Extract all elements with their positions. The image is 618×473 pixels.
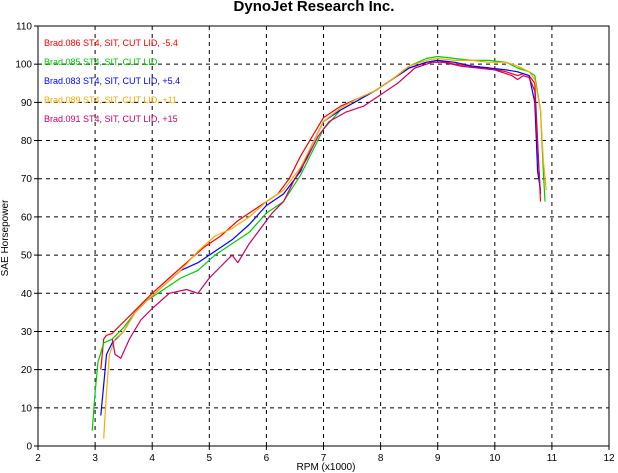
- legend-entry: Brad.086 ST4, SIT, CUT LID, -5.4: [44, 38, 178, 48]
- x-tick-label: 4: [149, 453, 155, 464]
- y-tick-label: 20: [21, 365, 33, 376]
- y-tick-label: 60: [21, 212, 33, 223]
- series-line: [100, 59, 542, 370]
- x-tick-label: 7: [321, 453, 327, 464]
- x-tick-label: 8: [378, 453, 384, 464]
- x-tick-label: 5: [207, 453, 213, 464]
- y-axis-label: SAE Horsepower: [0, 199, 11, 276]
- legend-entry: Brad.085 ST4, SIT, CUT LID: [44, 57, 158, 67]
- y-tick-label: 30: [21, 327, 33, 338]
- legend-entry: Brad.089 ST4, SIT, CUT LID, +11: [44, 95, 177, 105]
- grid: [38, 26, 609, 446]
- series-lines: [91, 55, 547, 439]
- x-axis-label: RPM (x1000): [297, 462, 356, 473]
- x-tick-label: 10: [489, 453, 501, 464]
- y-tick-label: 0: [26, 442, 32, 453]
- y-tick-label: 70: [21, 174, 33, 185]
- x-tick-label: 6: [264, 453, 270, 464]
- chart-title: DynoJet Research Inc.: [234, 0, 395, 15]
- y-tick-label: 40: [21, 289, 33, 300]
- legend: Brad.086 ST4, SIT, CUT LID, -5.4 Brad.085…: [44, 38, 180, 124]
- series-line: [111, 61, 542, 359]
- x-tick-label: 3: [92, 453, 98, 464]
- y-tick-label: 110: [16, 22, 32, 33]
- x-tick-label: 2: [35, 453, 41, 464]
- tick-labels: 2 3 4 5 6 7 8 9 10 11 12 0 10 20 30 40 50 60 70 80 90 100 110: [15, 22, 615, 465]
- x-tick-label: 12: [603, 453, 615, 464]
- y-tick-label: 80: [21, 136, 33, 147]
- y-tick-label: 50: [21, 251, 33, 262]
- x-tick-label: 9: [435, 453, 441, 464]
- series-line: [103, 57, 547, 439]
- y-tick-label: 90: [21, 98, 33, 109]
- y-tick-label: 100: [15, 60, 32, 71]
- legend-entry: Brad.083 ST4, SIT, CUT LID, +5.4: [44, 76, 180, 86]
- y-tick-label: 10: [21, 403, 33, 414]
- x-tick-label: 11: [547, 453, 558, 464]
- legend-entry: Brad.091 ST4, SIT, CUT LID, +15: [44, 114, 178, 124]
